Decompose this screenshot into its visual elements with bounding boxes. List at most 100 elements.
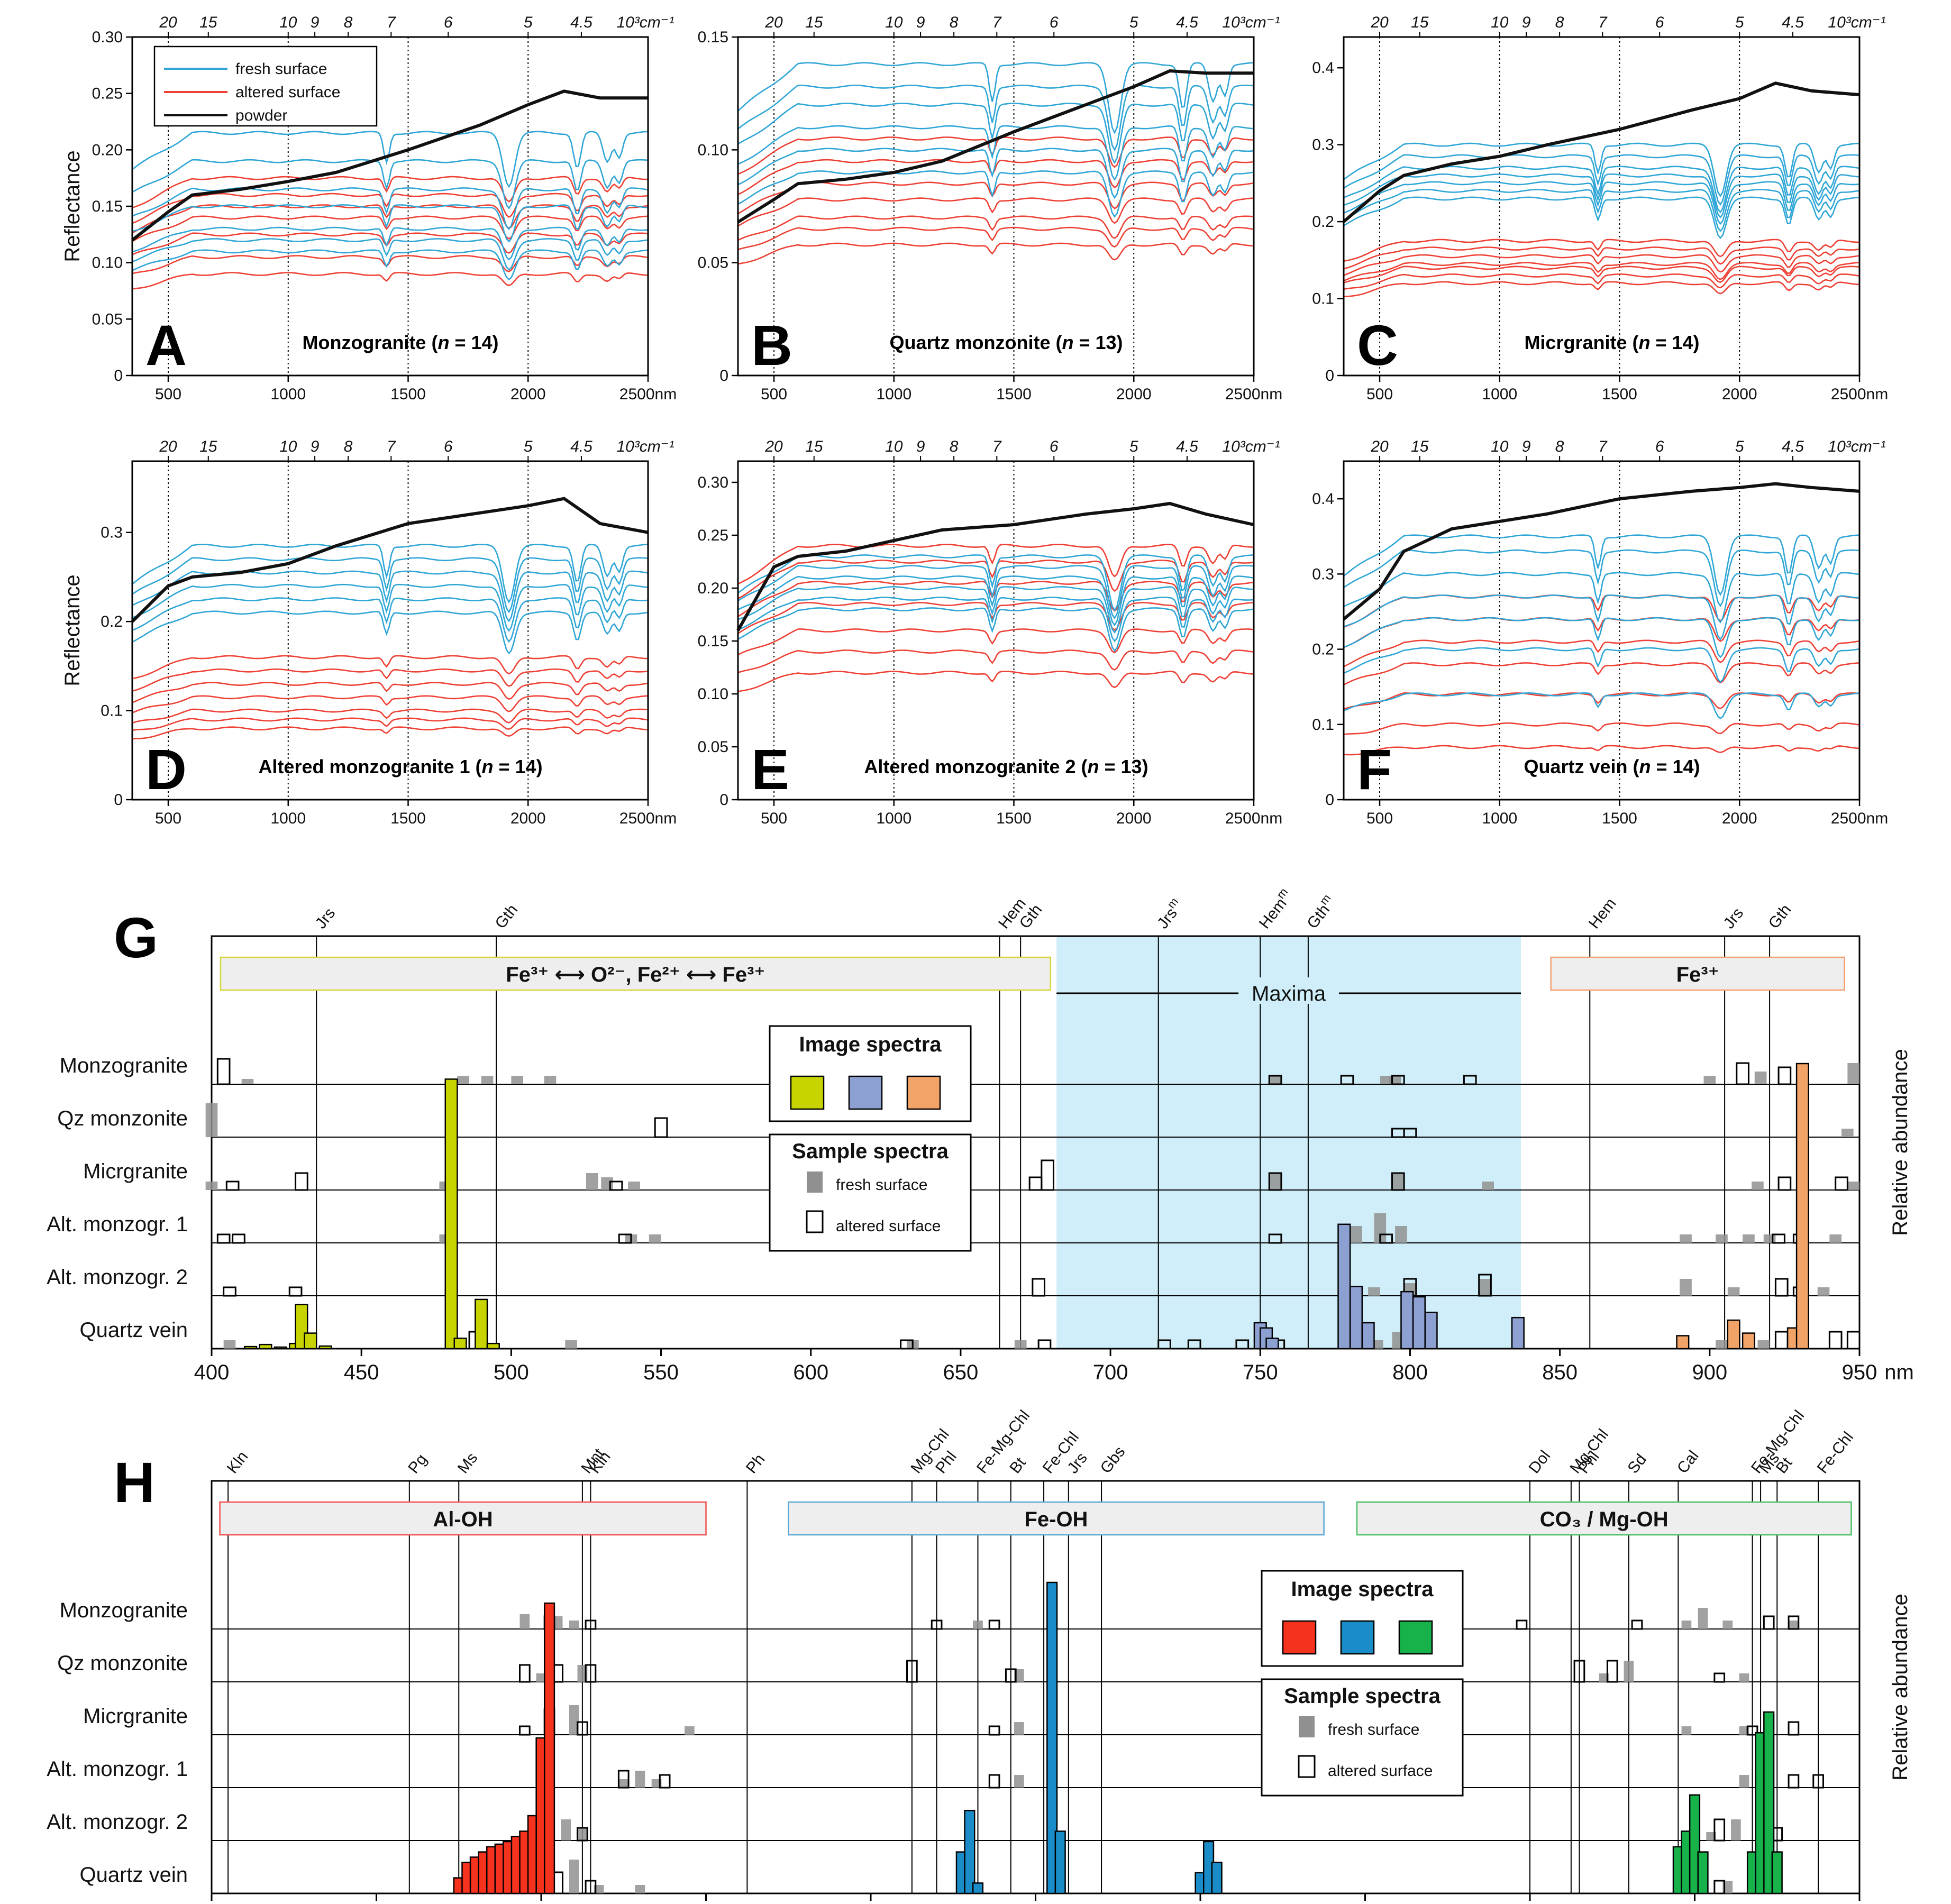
x-tick-label: 2500nm <box>1225 810 1282 827</box>
top-tick-label: 10 <box>885 14 903 31</box>
top-tick-label: 7 <box>992 438 1002 455</box>
altered-spectrum <box>1343 281 1860 298</box>
x-tick-label: 2500nm <box>1831 810 1888 827</box>
top-axis-unit: 10³cm⁻¹ <box>616 438 674 455</box>
altered-spectrum <box>132 726 649 740</box>
image-spectra-bar <box>1046 1581 1058 1894</box>
legend-label: fresh surface <box>235 60 327 78</box>
x-tick-label: 800 <box>1392 1361 1428 1384</box>
image-spectra-bar <box>1361 1322 1375 1350</box>
y-tick-label: 0.15 <box>698 633 728 650</box>
image-spectra-title: Image spectra <box>1291 1578 1434 1601</box>
top-axis-unit: 10³cm⁻¹ <box>1222 14 1280 31</box>
ref-line-label: Bt <box>1006 1454 1029 1477</box>
fresh-surface-bar <box>1722 1881 1733 1893</box>
top-tick-label: 6 <box>1050 438 1059 455</box>
fresh-spectrum <box>132 544 649 603</box>
image-spectra-bar <box>1400 1290 1414 1350</box>
fresh-swatch <box>807 1171 823 1193</box>
x-tick-label: 2000 <box>1722 810 1757 827</box>
fresh-surface-bar <box>565 1340 577 1349</box>
fresh-surface-bar <box>544 1076 557 1084</box>
fresh-spectrum <box>132 597 649 643</box>
fresh-surface-bar <box>1680 1234 1692 1243</box>
fresh-surface-bar <box>577 1665 588 1682</box>
x-tick-label: 2000 <box>1116 810 1152 827</box>
top-tick-label: 6 <box>444 438 453 455</box>
top-tick-label: 5 <box>1129 438 1138 455</box>
image-spectra-bar <box>972 1882 984 1894</box>
ref-line-label: Sd <box>1624 1451 1650 1477</box>
altered-surface-bar <box>1041 1159 1054 1191</box>
altered-surface-bar <box>1268 1172 1282 1191</box>
altered-surface-bar <box>906 1660 918 1683</box>
fresh-surface-bar <box>457 1076 470 1084</box>
x-tick-label: 500 <box>155 810 181 827</box>
altered-surface-bar <box>988 1725 1000 1736</box>
x-tick-label: 1000 <box>1482 386 1517 403</box>
altered-spectrum <box>132 668 649 692</box>
y-tick-label: 0.15 <box>698 29 728 46</box>
panel-letter: E <box>751 737 789 801</box>
top-tick-label: 10 <box>279 14 297 31</box>
top-tick-label: 15 <box>1411 438 1429 455</box>
altered-surface-bar <box>1268 1075 1282 1085</box>
altered-surface-bar <box>1391 1075 1405 1085</box>
fresh-surface-bar <box>1698 1608 1708 1629</box>
powder-spectrum <box>1343 81 1860 223</box>
panel-letter: A <box>145 313 187 377</box>
y-tick-label: 0 <box>114 367 123 385</box>
x-tick-label: 2500nm <box>619 386 677 403</box>
sample-spectra-title: Sample spectra <box>792 1140 949 1163</box>
fresh-spectrum <box>132 159 649 210</box>
fresh-surface-bar <box>1374 1213 1387 1243</box>
fresh-surface-bar <box>569 1705 579 1735</box>
top-tick-label: 15 <box>805 438 823 455</box>
fresh-spectrum <box>132 131 649 188</box>
x-tick-label: 2500nm <box>1831 386 1888 403</box>
top-tick-label: 8 <box>950 14 959 31</box>
y-tick-label: 0.2 <box>1312 213 1334 231</box>
panel-letter: B <box>751 313 792 377</box>
altered-surface-bar <box>1788 1615 1800 1630</box>
altered-spectrum <box>1343 273 1860 290</box>
image-spectra-bar <box>244 1345 258 1350</box>
x-tick-label: 2000 <box>510 386 546 403</box>
altered-spectrum <box>737 215 1254 241</box>
x-unit-label: nm <box>1884 1361 1914 1384</box>
x-tick-label: 600 <box>793 1361 828 1384</box>
top-tick-label: 4.5 <box>1782 14 1804 31</box>
top-tick-label: 20 <box>1370 438 1389 455</box>
altered-surface-bar <box>1631 1619 1643 1630</box>
ref-line-label: Hemm <box>1253 885 1296 932</box>
panel-title: Altered monzogranite 2 (n = 13) <box>864 756 1148 777</box>
fresh-surface-bar <box>1847 1063 1859 1084</box>
altered-surface-bar <box>1478 1274 1492 1297</box>
fresh-surface-bar <box>1014 1722 1024 1735</box>
y-axis-label: Reflectance <box>61 574 84 686</box>
altered-spectrum <box>737 242 1254 265</box>
fresh-surface-bar <box>651 1779 662 1788</box>
top-tick-label: 15 <box>199 438 217 455</box>
altered-surface-bar <box>1736 1062 1749 1085</box>
row-label: Monzogranite <box>60 1054 188 1077</box>
row-label: Micrgranite <box>83 1160 188 1183</box>
image-spectra-bar <box>1337 1223 1351 1350</box>
fresh-surface-bar <box>1624 1661 1634 1682</box>
fresh-spectrum <box>132 249 649 281</box>
fresh-spectrum <box>132 204 649 243</box>
y-tick-label: 0 <box>719 367 728 385</box>
row-label: Alt. monzogr. 2 <box>47 1810 188 1834</box>
fresh-surface-bar <box>1731 1819 1741 1841</box>
fresh-surface-bar <box>1482 1182 1494 1190</box>
fresh-surface-bar <box>1754 1072 1767 1084</box>
fresh-surface-bar <box>1847 1182 1859 1190</box>
altered-surface-bar <box>1777 1176 1792 1191</box>
altered-surface-bar <box>1763 1615 1775 1630</box>
fresh-surface-bar <box>1703 1076 1716 1084</box>
altered-surface-bar <box>609 1180 623 1191</box>
y-tick-label: 0.25 <box>92 85 123 103</box>
top-tick-label: 8 <box>1555 14 1564 31</box>
ref-line-label: Cal <box>1674 1448 1702 1477</box>
